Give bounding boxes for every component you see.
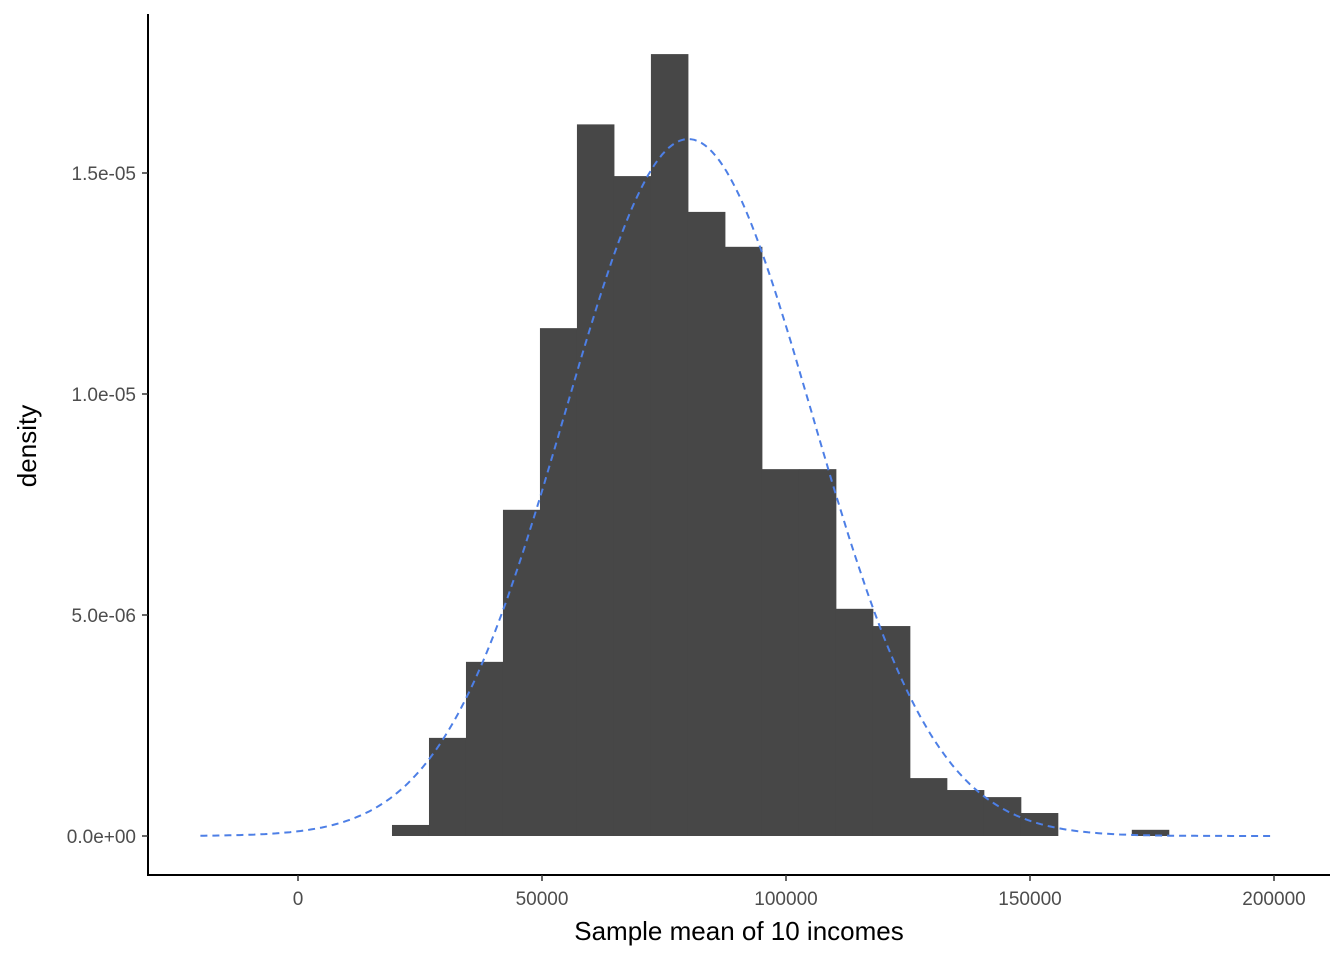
x-tick-label: 200000 <box>1242 889 1305 910</box>
histogram-bar <box>946 790 985 836</box>
histogram-bar <box>798 469 837 836</box>
x-tick-label: 50000 <box>516 889 569 910</box>
histogram-bar <box>428 737 467 836</box>
histogram-bar <box>391 824 430 836</box>
histogram-bar <box>613 176 652 836</box>
bars-group <box>391 54 1170 837</box>
x-tick-label: 150000 <box>998 889 1061 910</box>
histogram-bar <box>983 797 1022 836</box>
histogram-bar <box>724 246 763 837</box>
normal-density-curve <box>200 138 1274 837</box>
histogram-bar <box>1131 829 1170 836</box>
histogram-bar <box>465 661 504 836</box>
histogram-bar <box>502 509 541 836</box>
y-tick-label: 1.5e-05 <box>72 164 136 185</box>
histogram-bar <box>650 54 689 837</box>
y-axis-label: density <box>12 405 42 487</box>
y-ticks: 0.0e+00 5.0e-06 1.0e-05 1.5e-05 <box>67 164 148 848</box>
x-axis-label: Sample mean of 10 incomes <box>574 916 904 946</box>
histogram-bar <box>576 124 615 836</box>
y-tick-label: 5.0e-06 <box>72 606 136 627</box>
x-tick-label: 0 <box>293 889 304 910</box>
x-ticks: 0 50000 100000 150000 200000 <box>293 875 1306 910</box>
histogram-bar <box>872 626 911 836</box>
x-tick-label: 100000 <box>754 889 817 910</box>
y-tick-label: 1.0e-05 <box>72 385 136 406</box>
histogram-bar <box>835 608 874 836</box>
y-tick-label: 0.0e+00 <box>67 827 136 848</box>
histogram-bar <box>909 778 948 836</box>
histogram-bar <box>539 328 578 836</box>
histogram-bar <box>761 469 800 836</box>
histogram-bar <box>687 211 726 836</box>
